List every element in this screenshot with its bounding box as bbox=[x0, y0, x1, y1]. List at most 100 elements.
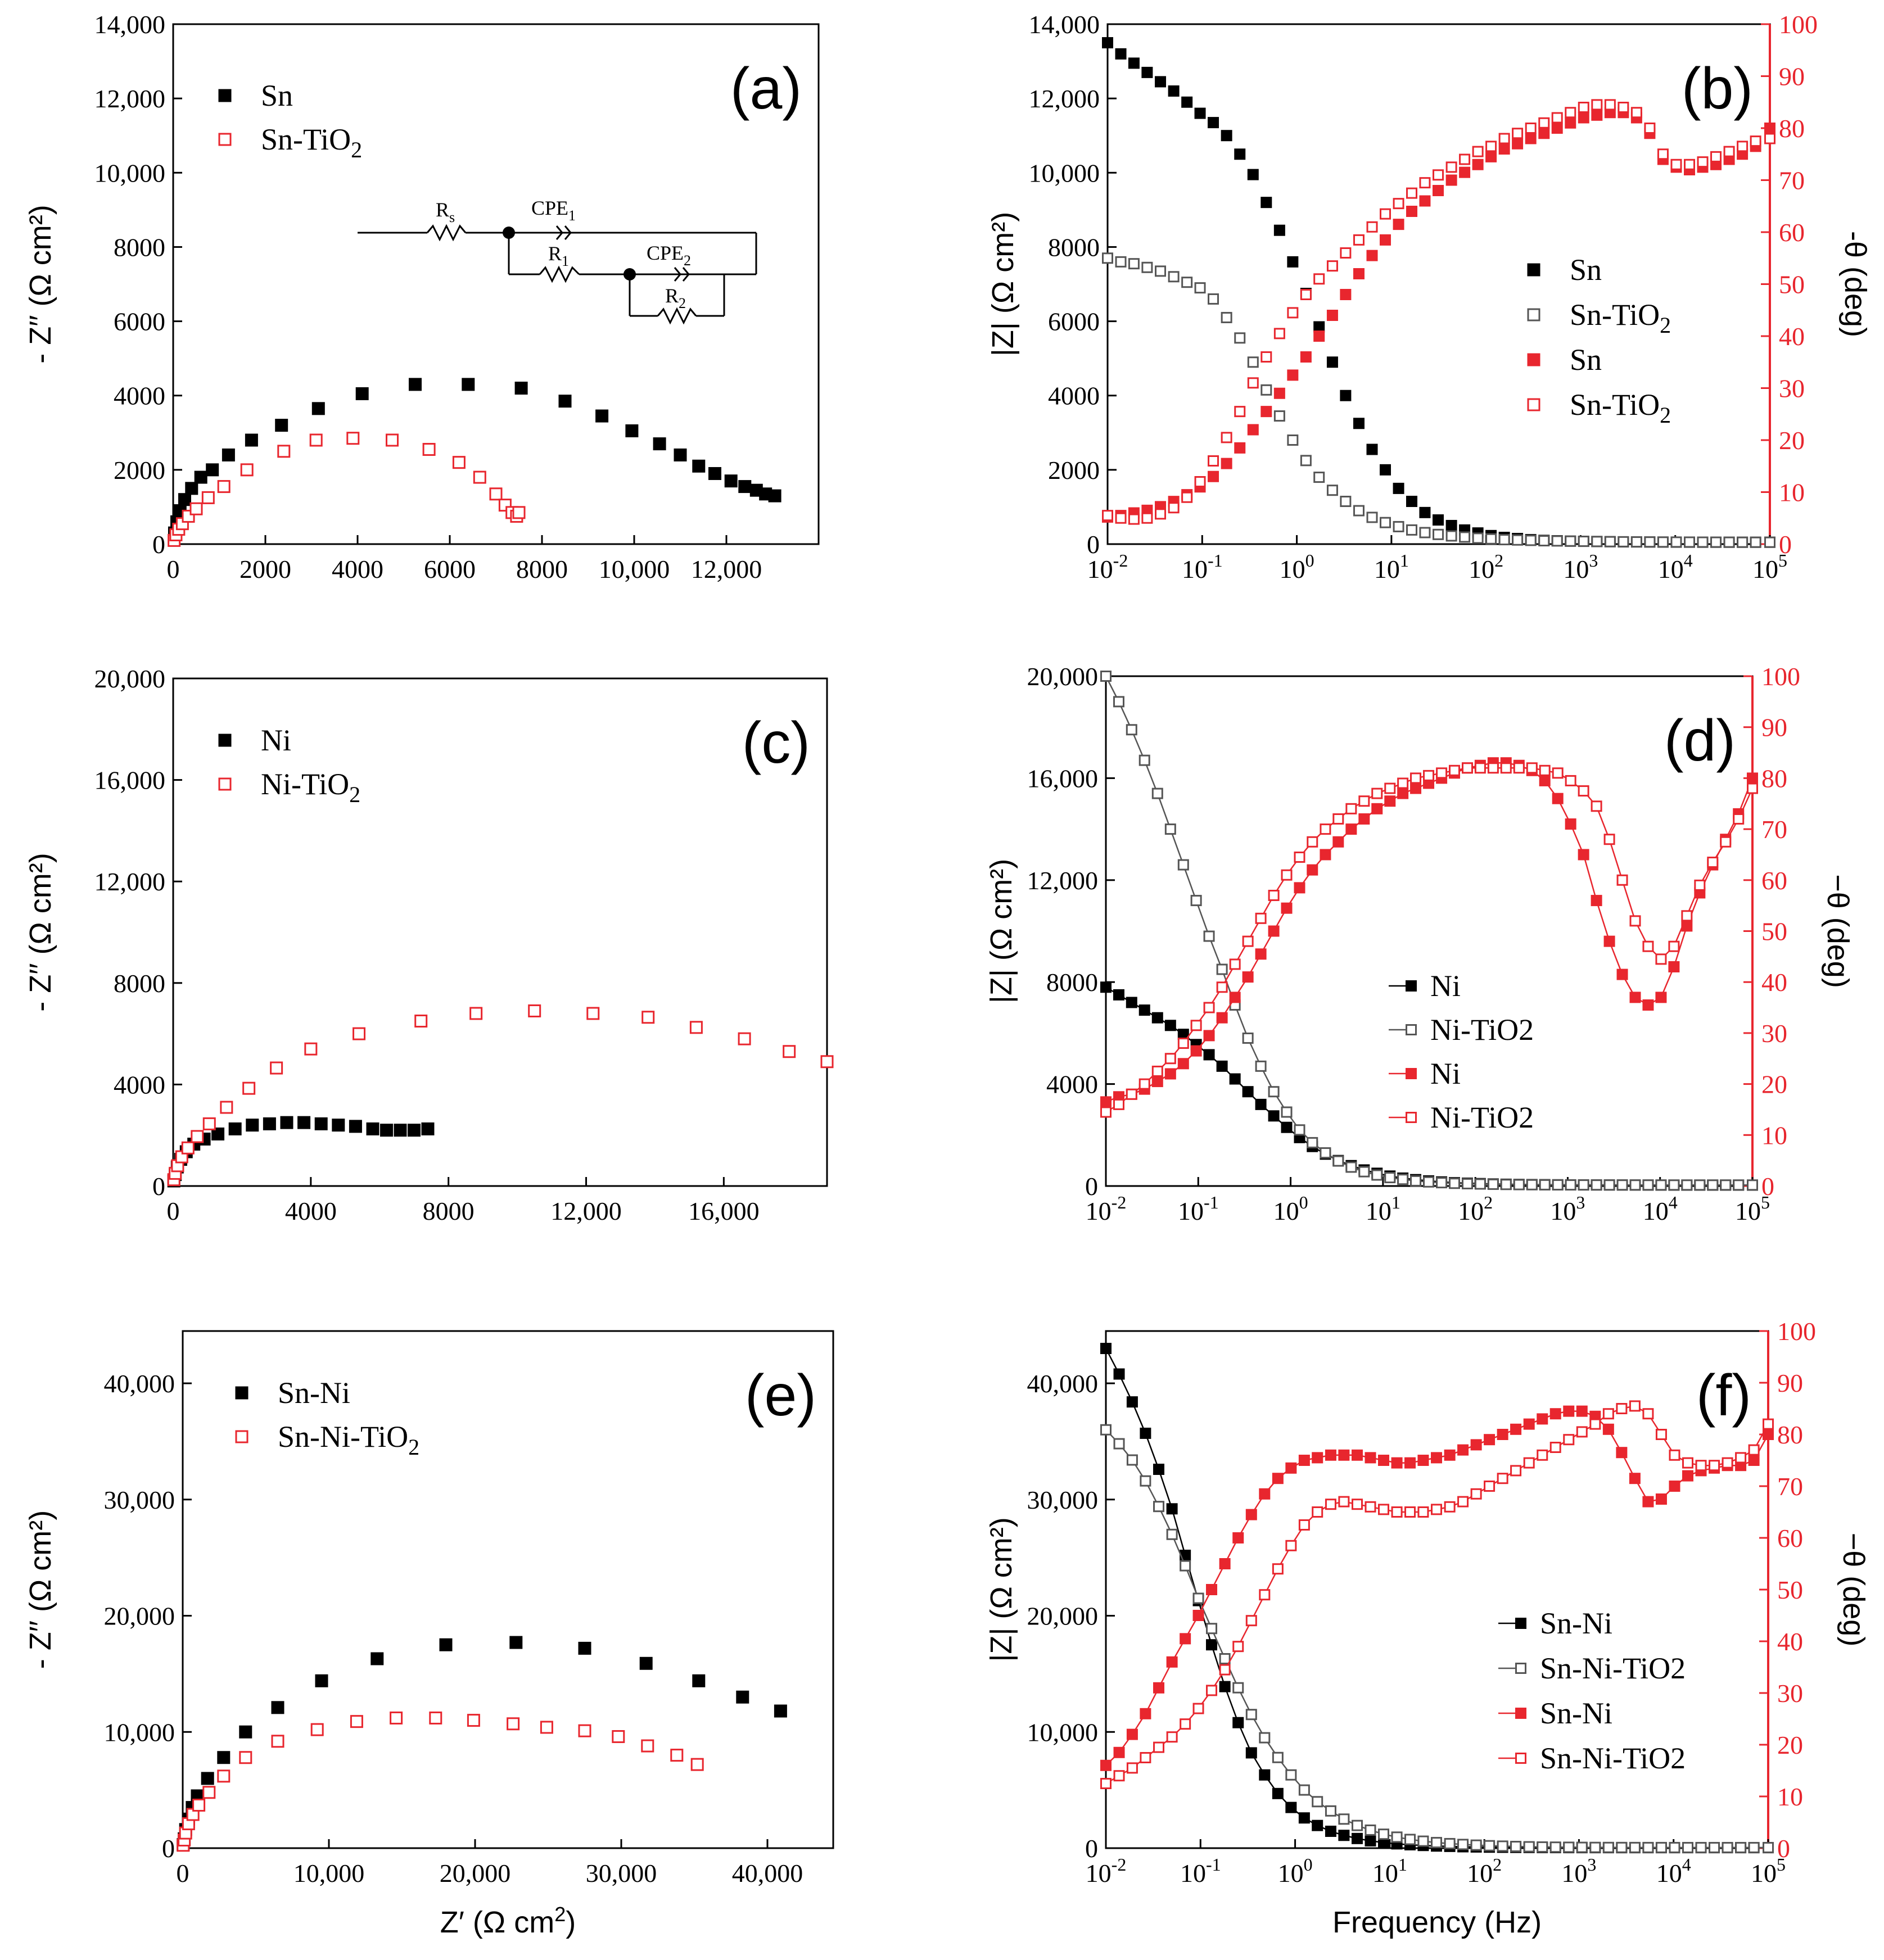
data-point bbox=[586, 1007, 600, 1020]
data-point bbox=[1268, 890, 1280, 902]
data-point bbox=[1629, 992, 1641, 1003]
cpe1-symbol bbox=[555, 225, 563, 240]
data-point bbox=[1391, 1506, 1403, 1518]
data-point bbox=[1141, 66, 1153, 78]
data-point bbox=[191, 1130, 204, 1143]
y-right-tick-label: 10 bbox=[1761, 1121, 1787, 1149]
y-tick-label: 4000 bbox=[1048, 382, 1100, 410]
data-point bbox=[1393, 219, 1404, 230]
data-point bbox=[1457, 1444, 1469, 1456]
y-tick-labels: 0 10,000 20,000 30,000 40,000 bbox=[104, 1369, 175, 1863]
data-point bbox=[1720, 1179, 1732, 1191]
data-point bbox=[1300, 455, 1312, 467]
data-point bbox=[1345, 1161, 1357, 1173]
data-point bbox=[1259, 1589, 1271, 1601]
data-point bbox=[1320, 849, 1331, 861]
data-point bbox=[1351, 1819, 1363, 1831]
data-point bbox=[1138, 1078, 1150, 1090]
x-tick-exponent: -2 bbox=[1113, 550, 1128, 571]
data-point bbox=[674, 448, 687, 461]
data-point bbox=[1397, 777, 1409, 789]
data-point bbox=[1307, 836, 1318, 848]
x-tick-exponent: 1 bbox=[1398, 1854, 1407, 1875]
y-right-tick-label: 30 bbox=[1777, 1679, 1803, 1708]
data-point bbox=[1459, 153, 1471, 165]
y-tick-label: 6000 bbox=[114, 307, 165, 336]
data-point bbox=[1391, 1457, 1403, 1469]
plot-frame bbox=[1105, 675, 1754, 1187]
data-point bbox=[1406, 187, 1418, 199]
data-point bbox=[469, 1007, 483, 1020]
data-point bbox=[1498, 534, 1510, 546]
x-axis-title-end: ) bbox=[566, 1905, 576, 1939]
y-right-tick-label: 30 bbox=[1761, 1019, 1787, 1048]
y-tick-label: 2000 bbox=[1048, 456, 1100, 485]
x-tick-label: 16,000 bbox=[688, 1197, 760, 1225]
data-point bbox=[1682, 1470, 1694, 1482]
data-point bbox=[1208, 470, 1219, 482]
data-point bbox=[1166, 1528, 1178, 1540]
data-point bbox=[1113, 989, 1124, 1001]
data-point bbox=[1384, 782, 1396, 794]
data-point bbox=[1168, 271, 1180, 283]
data-point bbox=[1216, 1060, 1228, 1072]
data-point bbox=[1366, 443, 1378, 455]
series-line bbox=[1105, 767, 1754, 1113]
data-point bbox=[1126, 724, 1137, 736]
data-point bbox=[1563, 1434, 1575, 1446]
data-point bbox=[1737, 536, 1749, 548]
data-point bbox=[349, 1120, 362, 1133]
data-point bbox=[422, 443, 436, 456]
data-point bbox=[1138, 754, 1150, 766]
data-point bbox=[1655, 1841, 1667, 1853]
data-point bbox=[1748, 1444, 1760, 1456]
legend-marker bbox=[1527, 353, 1540, 366]
x-tick-exponent: 3 bbox=[1589, 550, 1598, 571]
data-point bbox=[1642, 940, 1654, 952]
data-point bbox=[1737, 141, 1749, 152]
legend: Sn-Ni Sn-Ni-TiO2 bbox=[235, 1376, 419, 1460]
legend-item: Sn-Ni bbox=[1498, 1606, 1612, 1640]
data-point bbox=[1603, 1179, 1615, 1191]
y-tick-label: 10,000 bbox=[1029, 159, 1100, 187]
y-tick-label: 10,000 bbox=[104, 1718, 175, 1746]
y-tick-label: 30,000 bbox=[1027, 1486, 1099, 1514]
data-point bbox=[528, 1004, 541, 1017]
data-point bbox=[1444, 1449, 1456, 1461]
data-point bbox=[1525, 123, 1537, 134]
data-point bbox=[1353, 234, 1365, 246]
x-tick-label: 103 bbox=[1563, 550, 1598, 583]
resistor-rs bbox=[426, 224, 467, 242]
data-point bbox=[1563, 1841, 1575, 1853]
data-point bbox=[1100, 1759, 1112, 1771]
data-point bbox=[1603, 935, 1615, 947]
y-right-tick-label: 80 bbox=[1779, 114, 1805, 143]
data-point bbox=[1351, 1832, 1363, 1844]
data-point bbox=[297, 1116, 311, 1129]
data-point bbox=[467, 1714, 480, 1727]
data-point bbox=[246, 1119, 259, 1132]
data-point bbox=[1551, 123, 1563, 134]
x-tick-exponent: -1 bbox=[1204, 1192, 1219, 1212]
data-point bbox=[1457, 1496, 1469, 1508]
circuit-label-cpe2: CPE2 bbox=[647, 242, 691, 269]
data-point bbox=[1268, 925, 1280, 937]
panel-b: 10-2 10-1 100 101 102 103 104 10502000400060008… bbox=[986, 10, 1872, 583]
data-point bbox=[1668, 961, 1680, 972]
data-point bbox=[1285, 1801, 1297, 1813]
x-axis-title-sup: 2 bbox=[554, 1903, 566, 1926]
x-tick-label: 6000 bbox=[424, 555, 476, 583]
x-tick-exponent: 4 bbox=[1669, 1192, 1678, 1212]
y-tick-label: 10,000 bbox=[94, 159, 166, 187]
y-tick-label: 12,000 bbox=[94, 84, 166, 113]
data-point bbox=[1100, 1778, 1112, 1789]
resistor-r1 bbox=[539, 265, 580, 283]
x-tick-label: 104 bbox=[1643, 1192, 1678, 1225]
y-right-tick-label: 90 bbox=[1777, 1369, 1803, 1397]
data-point bbox=[1181, 277, 1193, 288]
data-point bbox=[314, 1117, 328, 1130]
data-point bbox=[1260, 406, 1272, 418]
y-tick-label: 0 bbox=[1085, 1172, 1098, 1201]
data-point bbox=[1166, 1656, 1178, 1668]
x-tick-label: 100 bbox=[1280, 550, 1314, 583]
